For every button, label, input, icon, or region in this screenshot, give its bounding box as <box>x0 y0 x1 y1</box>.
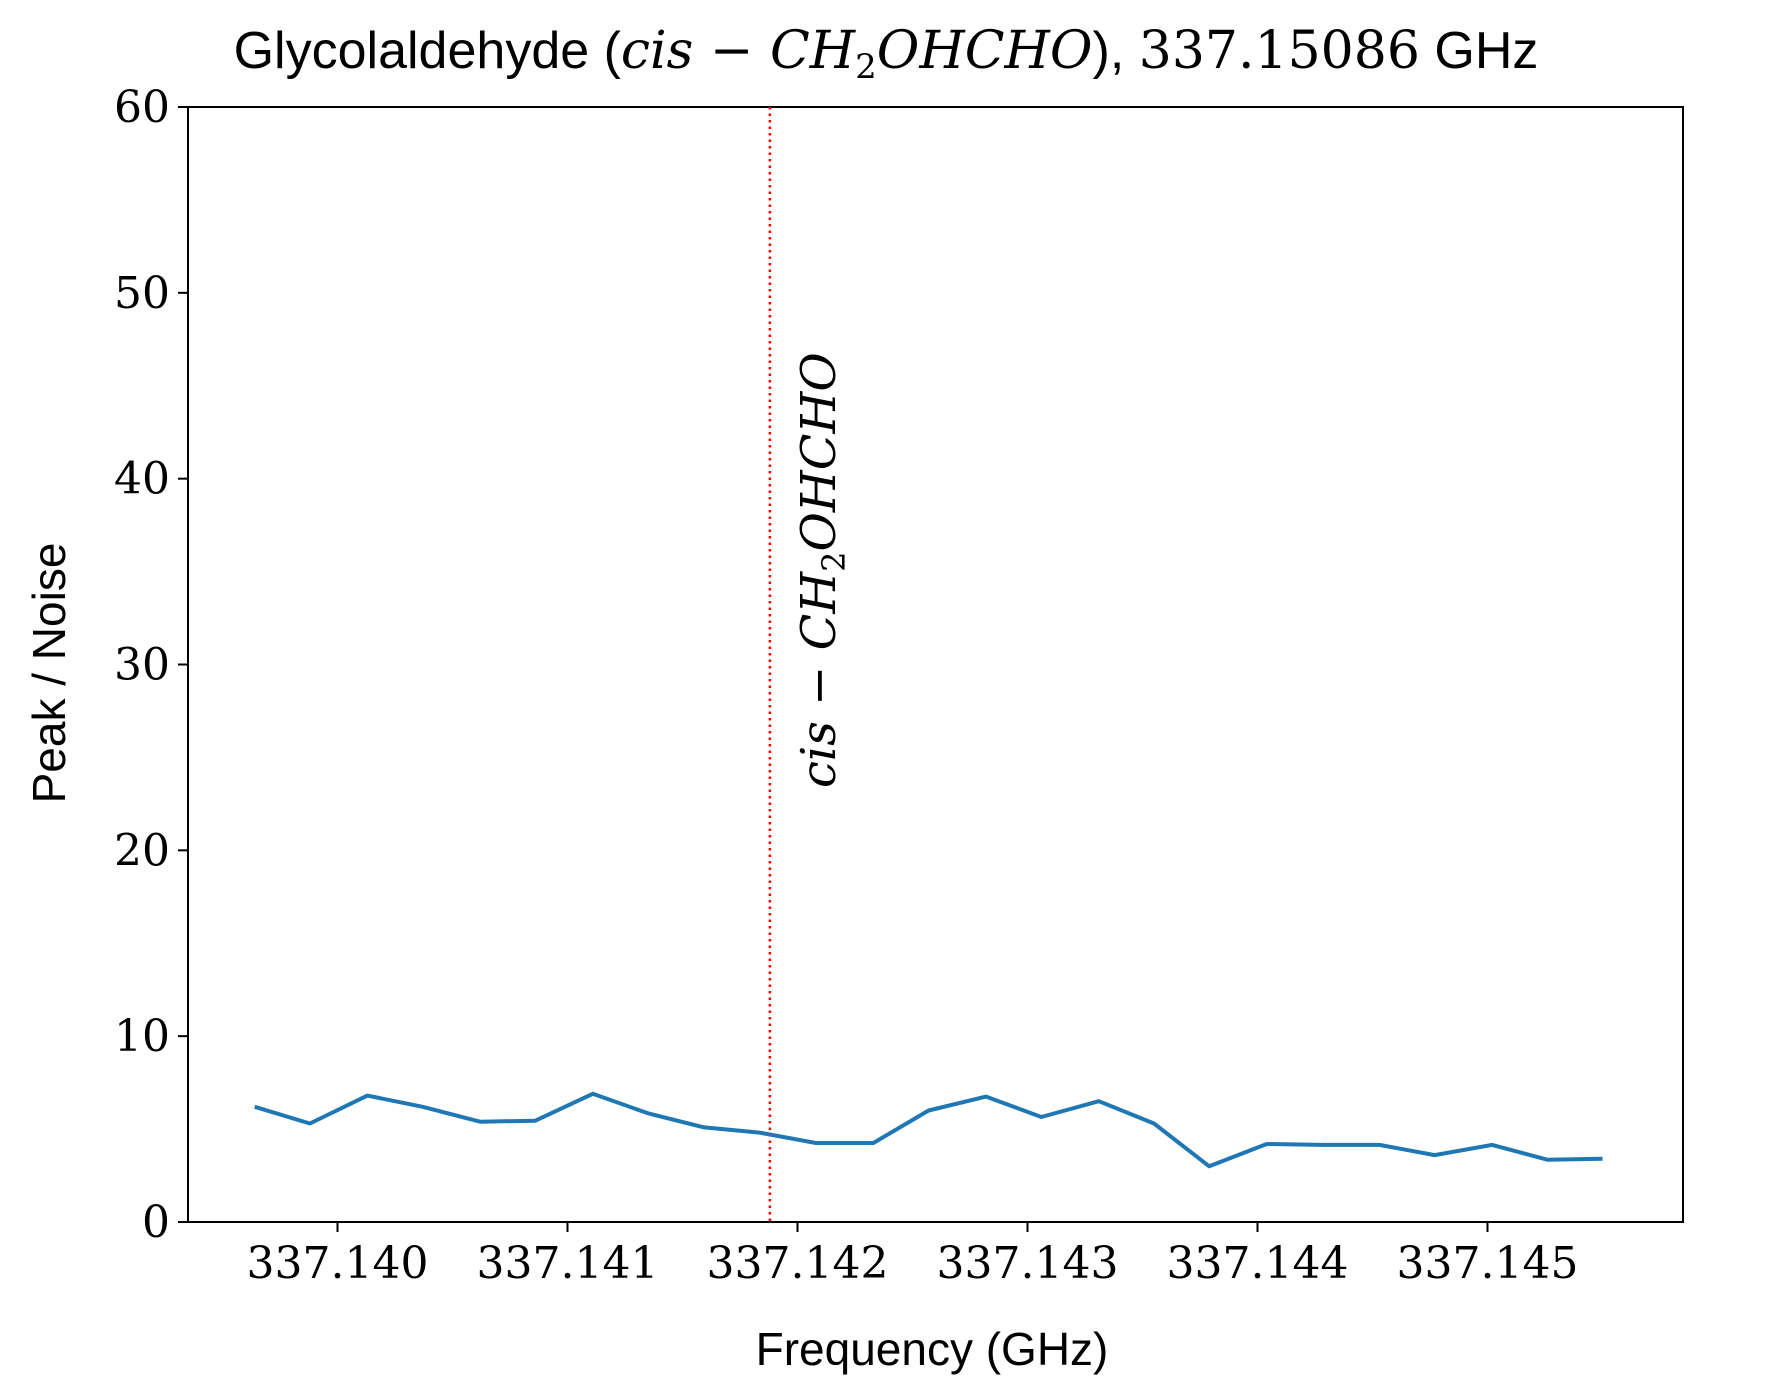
x-tick-label: 337.140 <box>247 1238 429 1289</box>
title-frequency: 337.15086 <box>1139 21 1420 81</box>
x-axis-label: Frequency (GHz) <box>756 1323 1109 1375</box>
chart-title: Glycolaldehyde (cis − CH2OHCHO), 337.150… <box>234 21 1539 87</box>
x-tick-label: 337.142 <box>707 1238 889 1289</box>
plot-area <box>187 106 1684 1223</box>
x-tick-label: 337.145 <box>1397 1238 1579 1289</box>
y-tick-label: 60 <box>114 82 170 133</box>
y-tick-label: 0 <box>142 1197 170 1248</box>
title-prefix: Glycolaldehyde ( <box>234 22 622 80</box>
x-tick-label: 337.144 <box>1167 1238 1349 1289</box>
x-tick-label: 337.141 <box>477 1238 659 1289</box>
title-paren: ), <box>1093 22 1139 80</box>
title-species-subscript: 2 <box>855 47 877 87</box>
x-tick-label: 337.143 <box>937 1238 1119 1289</box>
y-tick-label: 10 <box>114 1011 170 1062</box>
y-axis: 0 10 20 30 40 50 60 <box>114 82 188 1248</box>
y-tick-label: 30 <box>114 640 170 691</box>
marker-label: cis − CH2OHCHO <box>791 352 853 788</box>
marker-label-rest: OHCHO <box>791 352 847 551</box>
series-layer <box>254 1091 1603 1169</box>
marker-layer: cis − CH2OHCHO <box>768 107 853 1222</box>
y-axis-label: Peak / Noise <box>23 543 75 804</box>
series-line <box>254 1091 1603 1169</box>
x-axis: 337.140 337.141 337.142 337.143 337.144 337.1… <box>247 1222 1579 1289</box>
axes-frame <box>187 106 1684 1223</box>
marker-label-subscript: 2 <box>815 551 853 571</box>
marker-label-species: cis − CH <box>791 571 847 788</box>
title-species-rest: OHCHO <box>877 21 1093 81</box>
y-tick-label: 40 <box>114 454 170 505</box>
title-unit: GHz <box>1420 22 1538 80</box>
y-tick-label: 20 <box>114 825 170 876</box>
y-tick-label: 50 <box>114 268 170 319</box>
title-species: cis − CH <box>621 21 857 81</box>
